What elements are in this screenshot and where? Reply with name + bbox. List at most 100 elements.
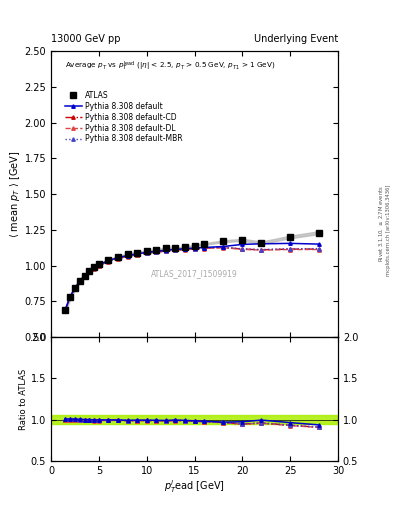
Pythia 8.308 default bbox=[92, 265, 97, 271]
Pythia 8.308 default bbox=[68, 293, 73, 300]
Pythia 8.308 default-DL bbox=[77, 279, 82, 285]
Pythia 8.308 default-DL bbox=[116, 255, 120, 262]
Legend: ATLAS, Pythia 8.308 default, Pythia 8.308 default-CD, Pythia 8.308 default-DL, P: ATLAS, Pythia 8.308 default, Pythia 8.30… bbox=[64, 89, 184, 145]
Pythia 8.308 default-MBR bbox=[77, 278, 82, 284]
ATLAS bbox=[82, 272, 87, 279]
Pythia 8.308 default-CD bbox=[192, 246, 197, 252]
Line: Pythia 8.308 default: Pythia 8.308 default bbox=[64, 242, 321, 311]
Pythia 8.308 default-DL bbox=[144, 250, 149, 257]
Pythia 8.308 default-MBR bbox=[163, 248, 168, 254]
Pythia 8.308 default bbox=[135, 251, 140, 257]
Pythia 8.308 default-MBR bbox=[316, 246, 321, 252]
Pythia 8.308 default-MBR bbox=[192, 245, 197, 251]
Pythia 8.308 default-DL bbox=[154, 249, 159, 255]
ATLAS bbox=[63, 307, 68, 313]
Pythia 8.308 default-MBR bbox=[154, 249, 159, 255]
Pythia 8.308 default-CD bbox=[97, 263, 101, 269]
ATLAS bbox=[135, 249, 140, 255]
Pythia 8.308 default bbox=[173, 246, 178, 252]
Pythia 8.308 default-DL bbox=[221, 245, 226, 251]
Pythia 8.308 default-CD bbox=[173, 247, 178, 253]
ATLAS bbox=[316, 229, 321, 236]
Pythia 8.308 default-CD bbox=[154, 249, 159, 255]
Pythia 8.308 default-MBR bbox=[68, 293, 73, 300]
Y-axis label: Ratio to ATLAS: Ratio to ATLAS bbox=[19, 368, 28, 430]
Pythia 8.308 default-CD bbox=[63, 307, 68, 313]
Pythia 8.308 default-MBR bbox=[240, 246, 245, 252]
Pythia 8.308 default bbox=[154, 248, 159, 254]
Pythia 8.308 default-MBR bbox=[183, 246, 187, 252]
Pythia 8.308 default-MBR bbox=[288, 246, 292, 252]
Pythia 8.308 default bbox=[183, 246, 187, 252]
Pythia 8.308 default bbox=[221, 243, 226, 249]
Pythia 8.308 default-DL bbox=[106, 259, 111, 265]
ATLAS bbox=[77, 278, 82, 284]
Pythia 8.308 default-DL bbox=[92, 266, 97, 272]
Pythia 8.308 default-DL bbox=[87, 269, 92, 275]
ATLAS bbox=[97, 261, 101, 267]
Pythia 8.308 default bbox=[73, 285, 77, 291]
ATLAS bbox=[73, 285, 77, 291]
Pythia 8.308 default-DL bbox=[125, 253, 130, 260]
Line: Pythia 8.308 default-DL: Pythia 8.308 default-DL bbox=[64, 246, 321, 312]
ATLAS bbox=[116, 254, 120, 260]
Pythia 8.308 default-MBR bbox=[173, 247, 178, 253]
Pythia 8.308 default-DL bbox=[135, 252, 140, 258]
Pythia 8.308 default bbox=[125, 252, 130, 259]
Pythia 8.308 default bbox=[63, 306, 68, 312]
Pythia 8.308 default-CD bbox=[221, 244, 226, 250]
Pythia 8.308 default-CD bbox=[125, 253, 130, 259]
Line: Pythia 8.308 default-MBR: Pythia 8.308 default-MBR bbox=[64, 245, 321, 311]
Pythia 8.308 default-CD bbox=[316, 246, 321, 252]
Pythia 8.308 default bbox=[316, 241, 321, 247]
Pythia 8.308 default-MBR bbox=[135, 251, 140, 258]
Pythia 8.308 default bbox=[163, 247, 168, 253]
Pythia 8.308 default-DL bbox=[82, 273, 87, 280]
ATLAS bbox=[163, 245, 168, 251]
Pythia 8.308 default bbox=[87, 268, 92, 274]
Pythia 8.308 default-MBR bbox=[63, 307, 68, 313]
Pythia 8.308 default bbox=[240, 241, 245, 247]
Pythia 8.308 default-DL bbox=[259, 247, 264, 253]
Pythia 8.308 default-MBR bbox=[92, 265, 97, 271]
Pythia 8.308 default-CD bbox=[106, 258, 111, 264]
Pythia 8.308 default-CD bbox=[163, 248, 168, 254]
Y-axis label: $\langle$ mean $p_{T}$ $\rangle$ [GeV]: $\langle$ mean $p_{T}$ $\rangle$ [GeV] bbox=[8, 151, 22, 238]
ATLAS bbox=[106, 257, 111, 263]
Pythia 8.308 default bbox=[82, 272, 87, 279]
Pythia 8.308 default-MBR bbox=[144, 250, 149, 256]
ATLAS bbox=[202, 241, 206, 247]
Bar bbox=[51, 415, 338, 423]
Pythia 8.308 default-MBR bbox=[116, 255, 120, 261]
Pythia 8.308 default-CD bbox=[92, 265, 97, 271]
Pythia 8.308 default-CD bbox=[288, 246, 292, 252]
Pythia 8.308 default-MBR bbox=[125, 253, 130, 259]
Pythia 8.308 default bbox=[202, 244, 206, 250]
Pythia 8.308 default bbox=[77, 278, 82, 284]
ATLAS bbox=[240, 237, 245, 243]
ATLAS bbox=[125, 251, 130, 257]
Pythia 8.308 default-MBR bbox=[73, 285, 77, 291]
Pythia 8.308 default-MBR bbox=[87, 269, 92, 275]
Text: 13000 GeV pp: 13000 GeV pp bbox=[51, 33, 121, 44]
ATLAS bbox=[288, 234, 292, 240]
Pythia 8.308 default bbox=[144, 249, 149, 255]
ATLAS bbox=[144, 248, 149, 254]
Pythia 8.308 default-CD bbox=[259, 247, 264, 253]
ATLAS bbox=[68, 294, 73, 300]
Pythia 8.308 default-CD bbox=[202, 245, 206, 251]
Pythia 8.308 default-MBR bbox=[202, 245, 206, 251]
Pythia 8.308 default-DL bbox=[68, 294, 73, 301]
Pythia 8.308 default bbox=[288, 240, 292, 246]
Pythia 8.308 default-MBR bbox=[259, 246, 264, 252]
Pythia 8.308 default-CD bbox=[68, 294, 73, 300]
Pythia 8.308 default-MBR bbox=[97, 262, 101, 268]
Pythia 8.308 default-MBR bbox=[221, 244, 226, 250]
Pythia 8.308 default-DL bbox=[192, 246, 197, 252]
Pythia 8.308 default-CD bbox=[240, 246, 245, 252]
Pythia 8.308 default-CD bbox=[135, 251, 140, 258]
Text: Average $p_{T}$ vs $p_{T}^{\rm lead}$ ($|\eta|$ < 2.5, $p_{T}$ > 0.5 GeV, $p_{T1: Average $p_{T}$ vs $p_{T}^{\rm lead}$ ($… bbox=[65, 60, 276, 73]
ATLAS bbox=[221, 238, 226, 244]
ATLAS bbox=[173, 245, 178, 251]
Line: ATLAS: ATLAS bbox=[62, 230, 321, 313]
